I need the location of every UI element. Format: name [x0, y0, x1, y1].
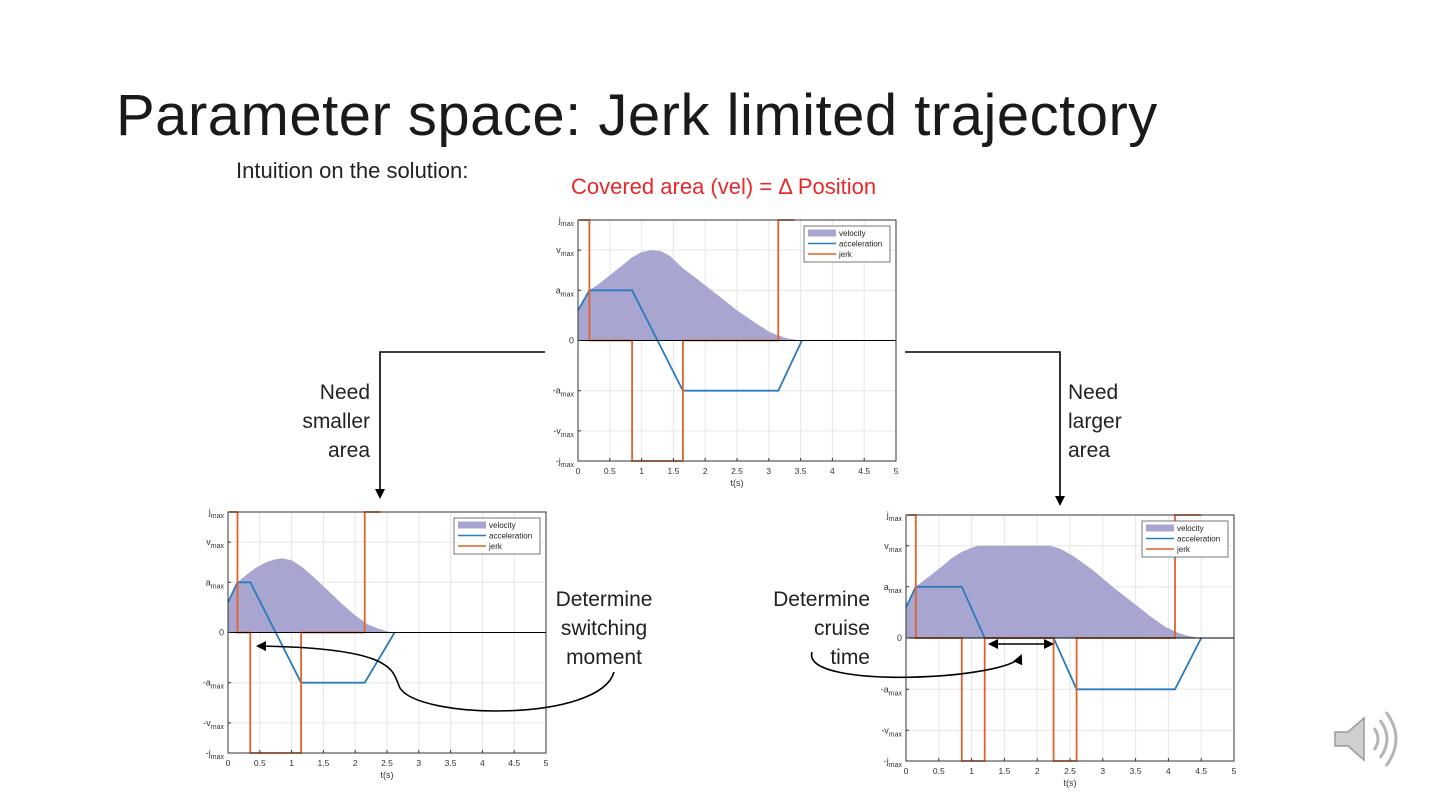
x-tick-label: 5: [544, 758, 549, 768]
x-tick-label: 1: [639, 466, 644, 476]
chart-top: 0 0.5 1 1.5 2 2.5 3 3.5 4 4.5 5 t(s) jmax vmax amax 0 -a…: [553, 215, 899, 488]
x-axis-label: t(s): [731, 478, 744, 488]
x-tick-label: 2: [1035, 766, 1040, 776]
legend-swatch-velocity: [458, 521, 486, 529]
x-axis-label: t(s): [381, 770, 394, 780]
switching-line-3: moment: [566, 646, 642, 669]
x-tick-label: 5: [894, 466, 899, 476]
x-tick-label: 4: [830, 466, 835, 476]
legend-swatch-velocity: [1146, 524, 1174, 532]
legend-label-jerk: jerk: [1176, 545, 1191, 554]
y-tick-label: jmax: [886, 510, 903, 523]
y-tick-label: -amax: [881, 684, 903, 697]
right-branch-line-3: area: [1068, 439, 1111, 462]
y-tick-label: -jmax: [556, 456, 575, 469]
left-branch-label: Need smaller area: [286, 378, 370, 465]
x-tick-label: 1.5: [998, 766, 1010, 776]
left-branch-line-1: Need: [319, 381, 370, 404]
x-tick-label: 0: [576, 466, 581, 476]
left-branch-line-2: smaller: [302, 410, 370, 433]
y-tick-label: -vmax: [881, 725, 902, 738]
x-tick-label: 4.5: [508, 758, 520, 768]
y-tick-label: -vmax: [203, 718, 224, 731]
speaker-icon[interactable]: [1330, 700, 1410, 780]
y-tick-label: jmax: [558, 215, 575, 228]
legend-label-jerk: jerk: [838, 250, 853, 259]
y-tick-label: -amax: [203, 678, 225, 691]
x-tick-label: 4.5: [858, 466, 870, 476]
right-branch-label: Need larger area: [1068, 378, 1158, 465]
x-tick-label: 2: [703, 466, 708, 476]
cruise-line-3: time: [830, 646, 870, 669]
cruise-line-2: cruise: [813, 617, 870, 640]
legend-label-acceleration: acceleration: [1177, 535, 1220, 544]
x-tick-label: 1.5: [317, 758, 329, 768]
x-tick-label: 4.5: [1195, 766, 1207, 776]
legend-label-jerk: jerk: [488, 542, 503, 551]
x-tick-label: 1: [289, 758, 294, 768]
y-tick-label: -amax: [553, 386, 575, 399]
legend-label-acceleration: acceleration: [489, 532, 532, 541]
series-velocity-area: [228, 558, 395, 633]
y-tick-label: vmax: [206, 537, 224, 550]
chart-left: 0 0.5 1 1.5 2 2.5 3 3.5 4 4.5 5 t(s) jmax vmax amax 0 -a…: [203, 507, 549, 780]
x-tick-label: 0.5: [933, 766, 945, 776]
x-tick-label: 2: [353, 758, 358, 768]
x-tick-label: 3.5: [1130, 766, 1142, 776]
legend-label-velocity: velocity: [839, 229, 866, 238]
legend-label-velocity: velocity: [1177, 524, 1204, 533]
cruise-line-1: Determine: [773, 588, 870, 611]
switching-line-1: Determine: [555, 588, 653, 611]
y-tick-label: 0: [219, 628, 224, 638]
chart-right: 0 0.5 1 1.5 2 2.5 3 3.5 4 4.5 5 t(s) jmax vmax amax 0 -a…: [881, 510, 1237, 788]
right-branch-line-1: Need: [1068, 381, 1119, 404]
x-tick-label: 2.5: [731, 466, 743, 476]
legend-label-velocity: velocity: [489, 521, 516, 530]
y-tick-label: vmax: [884, 541, 902, 554]
x-tick-label: 3: [416, 758, 421, 768]
y-tick-label: 0: [569, 336, 574, 346]
x-axis-label: t(s): [1064, 778, 1077, 788]
y-tick-label: -vmax: [553, 426, 574, 439]
x-tick-label: 3.5: [795, 466, 807, 476]
x-tick-label: 0: [226, 758, 231, 768]
slide-subtitle: Intuition on the solution:: [236, 158, 469, 183]
x-tick-label: 1.5: [667, 466, 679, 476]
y-tick-label: -jmax: [206, 748, 225, 761]
series-velocity-area: [906, 545, 1202, 638]
legend-swatch-velocity: [808, 229, 836, 237]
switching-line-2: switching: [560, 617, 648, 640]
x-tick-label: 1: [969, 766, 974, 776]
switching-annotation: Determine switching moment: [548, 585, 660, 672]
x-tick-label: 3: [766, 466, 771, 476]
x-tick-label: 2.5: [1064, 766, 1076, 776]
x-tick-label: 0.5: [604, 466, 616, 476]
x-tick-label: 0.5: [254, 758, 266, 768]
x-tick-label: 4: [480, 758, 485, 768]
area-caption: Covered area (vel) = Δ Position: [571, 174, 877, 199]
series-velocity-area: [578, 250, 802, 341]
x-tick-label: 4: [1166, 766, 1171, 776]
x-tick-label: 5: [1232, 766, 1237, 776]
x-tick-label: 3: [1100, 766, 1105, 776]
cruise-annotation: Determine cruise time: [752, 585, 870, 672]
legend-label-acceleration: acceleration: [839, 240, 882, 249]
right-branch-line-2: larger: [1068, 410, 1122, 433]
x-tick-label: 0: [904, 766, 909, 776]
x-tick-label: 3.5: [445, 758, 457, 768]
y-tick-label: amax: [206, 577, 225, 590]
x-tick-label: 2.5: [381, 758, 393, 768]
y-tick-label: amax: [556, 285, 575, 298]
slide-title: Parameter space: Jerk limited trajectory: [116, 83, 1158, 148]
y-tick-label: -jmax: [884, 756, 903, 769]
y-tick-label: vmax: [556, 245, 574, 258]
y-tick-label: jmax: [208, 507, 225, 520]
left-branch-line-3: area: [327, 439, 370, 462]
y-tick-label: amax: [884, 582, 903, 595]
right-branch-arrow: [905, 351, 1065, 506]
y-tick-label: 0: [897, 633, 902, 643]
